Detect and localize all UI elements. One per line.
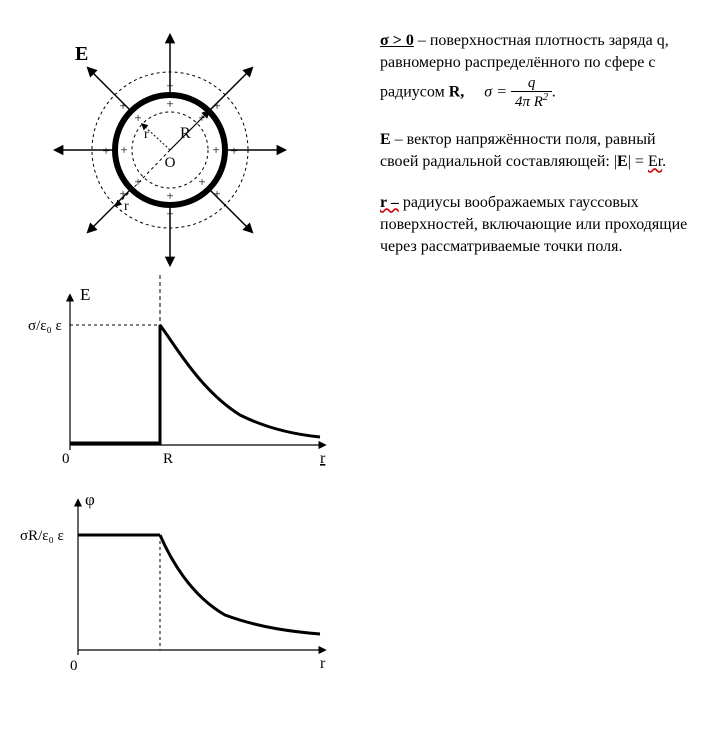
svg-text:+: + — [212, 142, 219, 157]
svg-text:+: + — [198, 174, 205, 189]
label-R: R — [180, 125, 191, 142]
e-field-chart: E σ/ε₀ ε 0 R r — [20, 275, 340, 475]
svg-text:+: + — [166, 78, 173, 93]
charged-sphere-diagram: + + + + + + + + + + + + + + + + — [20, 20, 320, 280]
svg-text:+: + — [213, 98, 220, 113]
phi-chart-ylabel: φ — [85, 490, 95, 509]
svg-text:+: + — [119, 98, 126, 113]
phi-chart-ytick: σR/ε₀ ε — [20, 528, 64, 544]
label-r-outer: r — [124, 199, 129, 214]
svg-text:+: + — [166, 206, 173, 221]
label-r-inner: r — [144, 127, 149, 142]
e-chart-xlabel: r — [320, 450, 326, 467]
label-O: O — [165, 155, 176, 171]
e-chart-ylabel: E — [80, 285, 90, 304]
potential-chart: φ σR/ε₀ ε 0 r — [20, 480, 340, 680]
phi-chart-origin: 0 — [70, 658, 78, 674]
e-chart-R: R — [163, 451, 173, 467]
svg-text:+: + — [230, 143, 237, 158]
svg-text:+: + — [102, 143, 109, 158]
para-r: r – радиусы воображаемых гауссовых повер… — [380, 192, 697, 259]
label-E: E — [75, 43, 88, 65]
phi-chart-xlabel: r — [320, 655, 326, 672]
para-sigma: σ > 0 – поверхностная плотность заряда q… — [380, 30, 697, 111]
r-symbol: r – — [380, 194, 399, 211]
e-chart-origin: 0 — [62, 451, 70, 467]
svg-text:+: + — [134, 110, 141, 125]
svg-text:+: + — [166, 96, 173, 111]
svg-text:+: + — [134, 174, 141, 189]
e-chart-ytick: σ/ε₀ ε — [28, 318, 62, 334]
sigma-formula: σ = q 4π R2 . — [484, 75, 556, 111]
sigma-symbol: σ > 0 — [380, 32, 414, 49]
svg-text:+: + — [120, 142, 127, 157]
para-E: E – вектор напряжённости поля, равный св… — [380, 129, 697, 174]
svg-text:+: + — [166, 188, 173, 203]
Er-wavy: Er — [648, 153, 662, 170]
svg-text:+: + — [213, 186, 220, 201]
